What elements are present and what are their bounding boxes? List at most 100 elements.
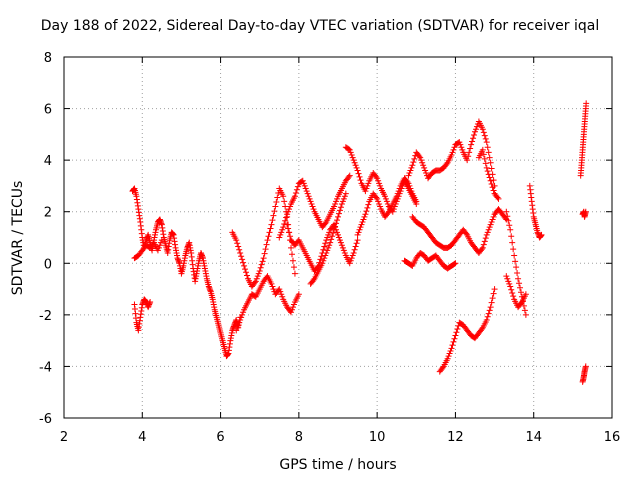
data-point <box>321 255 328 262</box>
data-point <box>345 146 352 153</box>
data-point <box>271 208 278 215</box>
data-point <box>268 221 275 228</box>
data-point <box>277 288 284 295</box>
x-tick-label: 2 <box>60 430 68 445</box>
data-point <box>307 198 314 205</box>
data-point <box>443 161 450 168</box>
series-21 <box>579 363 589 385</box>
data-point <box>327 239 334 246</box>
data-point <box>277 231 284 238</box>
data-point <box>405 180 412 187</box>
data-point <box>583 100 590 107</box>
data-point <box>480 241 487 248</box>
data-point <box>486 224 493 231</box>
data-point <box>291 193 298 200</box>
series-11 <box>405 118 498 189</box>
data-point <box>283 214 290 221</box>
data-point <box>485 149 492 156</box>
data-point <box>326 242 333 249</box>
series-17 <box>503 273 529 311</box>
data-point <box>346 146 353 153</box>
y-axis-label: SDTVAR / TECUs <box>10 180 26 296</box>
series-3 <box>131 237 165 262</box>
data-point <box>332 200 339 207</box>
data-point <box>299 177 306 184</box>
data-point <box>355 170 362 177</box>
data-point <box>508 233 515 240</box>
data-point <box>334 217 341 224</box>
data-point <box>362 188 369 195</box>
data-point <box>352 243 359 250</box>
data-point <box>420 162 427 169</box>
x-tick-label: 14 <box>525 430 542 445</box>
data-point <box>322 252 329 259</box>
data-point <box>238 314 245 321</box>
data-point <box>157 239 164 246</box>
data-point <box>328 236 335 243</box>
data-point <box>489 184 496 191</box>
data-point <box>404 179 411 186</box>
data-point <box>538 231 545 238</box>
data-point <box>270 286 277 293</box>
data-points <box>129 100 590 385</box>
data-point <box>233 327 240 334</box>
y-tick-label: -2 <box>39 309 52 324</box>
data-point <box>483 164 490 171</box>
series-4 <box>229 185 298 290</box>
data-point <box>510 293 517 300</box>
data-point <box>278 229 285 236</box>
y-tick-label: 0 <box>44 257 52 272</box>
data-point <box>396 185 403 192</box>
data-point <box>495 195 502 202</box>
data-point <box>521 307 528 314</box>
data-point <box>284 211 291 218</box>
data-point <box>236 246 243 253</box>
data-point <box>395 188 402 195</box>
series-2 <box>131 296 154 334</box>
data-point <box>300 180 307 187</box>
data-point <box>469 138 476 145</box>
data-point <box>336 207 343 214</box>
data-point <box>374 195 381 202</box>
data-point <box>274 194 281 201</box>
data-point <box>279 226 286 233</box>
data-point <box>454 326 461 333</box>
data-point <box>269 283 276 290</box>
data-point <box>290 301 297 308</box>
data-point <box>463 230 470 237</box>
data-point <box>290 264 297 271</box>
data-point <box>481 238 488 245</box>
data-point <box>273 199 280 206</box>
data-point <box>324 247 331 254</box>
data-point <box>375 198 382 205</box>
data-point <box>285 225 292 232</box>
data-point <box>375 177 382 184</box>
data-point <box>348 255 355 262</box>
x-tick-label: 12 <box>447 430 464 445</box>
data-point <box>237 317 244 324</box>
series-18 <box>526 182 545 241</box>
data-point <box>358 221 365 228</box>
series-10 <box>354 175 420 238</box>
data-point <box>484 168 491 175</box>
data-point <box>289 251 296 258</box>
data-point <box>281 198 288 205</box>
data-point <box>516 280 523 287</box>
data-point <box>505 217 512 224</box>
data-point <box>408 188 415 195</box>
data-point <box>306 195 313 202</box>
series-19 <box>577 100 590 179</box>
data-point <box>357 224 364 231</box>
data-point <box>508 286 515 293</box>
data-point <box>261 250 268 257</box>
data-point <box>329 233 336 240</box>
data-point <box>446 350 453 357</box>
data-point <box>482 160 489 167</box>
data-point <box>487 304 494 311</box>
data-point <box>286 206 293 213</box>
data-point <box>489 216 496 223</box>
data-point <box>483 139 490 146</box>
data-point <box>365 201 372 208</box>
axis-ticks: 2 4 6 8 10 12 14 16 -6 -4 -2 0 2 4 6 8 <box>39 51 620 445</box>
data-point <box>411 155 418 162</box>
